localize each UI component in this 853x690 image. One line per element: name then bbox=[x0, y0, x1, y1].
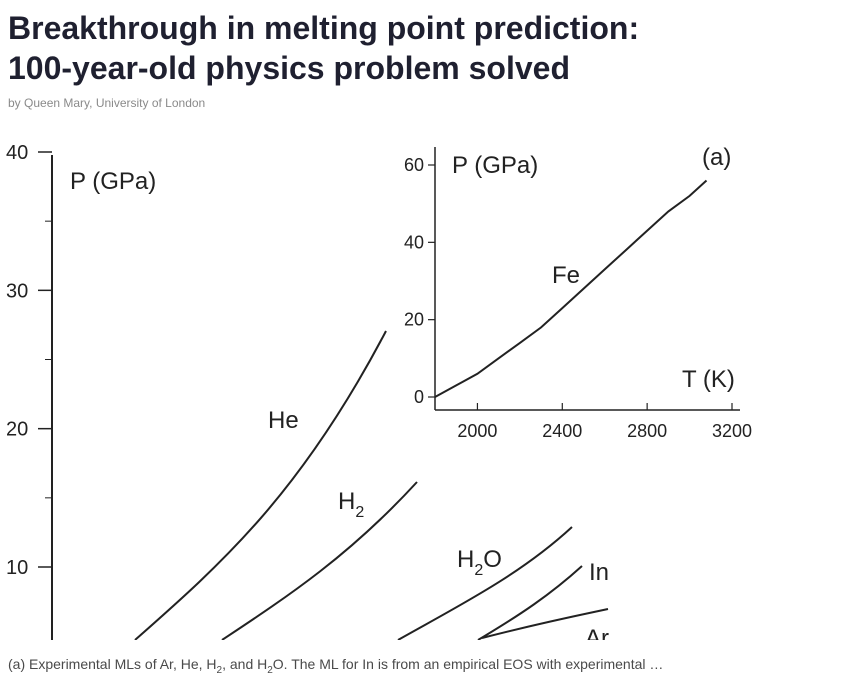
inset-x-ticks: 2000 2400 2800 3200 bbox=[457, 403, 752, 441]
main-y-axis-title: P (GPa) bbox=[70, 168, 156, 195]
inset-x-tick-label: 3200 bbox=[712, 421, 752, 441]
curve-label-in: In bbox=[589, 559, 609, 586]
curve-label-h2: H2 bbox=[338, 488, 364, 521]
inset-fe-chart: 0 20 40 60 2000 2400 2800 3200 P (GPa) (a) T (… bbox=[404, 144, 752, 441]
article-headline: Breakthrough in melting point prediction… bbox=[8, 8, 838, 88]
main-y-tick-label: 10 bbox=[6, 557, 28, 579]
inset-y-tick-label: 40 bbox=[404, 232, 424, 252]
inset-y-ticks: 0 20 40 60 bbox=[404, 155, 435, 407]
inset-x-tick-label: 2000 bbox=[457, 421, 497, 441]
curve-fe bbox=[434, 179, 708, 398]
inset-y-tick-label: 20 bbox=[404, 310, 424, 330]
figure-caption: (a) Experimental MLs of Ar, He, H2, and … bbox=[8, 656, 664, 676]
inset-x-axis-title: T (K) bbox=[682, 366, 735, 393]
inset-x-tick-label: 2400 bbox=[542, 421, 582, 441]
curve-h2o bbox=[397, 526, 573, 640]
curve-in bbox=[477, 565, 583, 640]
curve-label-he: He bbox=[268, 407, 299, 434]
main-y-tick-label: 30 bbox=[6, 280, 28, 302]
curve-label-h2o: H2O bbox=[457, 546, 502, 579]
article-figure[interactable]: 10 20 30 40 P (GPa) He H2 H2O In Ar 0 20 40 60… bbox=[0, 135, 853, 640]
curve-label-fe: Fe bbox=[552, 262, 580, 289]
headline-line-1: Breakthrough in melting point prediction… bbox=[8, 10, 640, 46]
curve-label-ar: Ar bbox=[585, 625, 609, 640]
inset-y-axis-title: P (GPa) bbox=[452, 152, 538, 179]
inset-y-tick-label: 0 bbox=[414, 387, 424, 407]
melting-line-chart: 10 20 30 40 P (GPa) He H2 H2O In Ar 0 20 40 60… bbox=[6, 142, 752, 640]
main-y-tick-label: 20 bbox=[6, 419, 28, 441]
inset-x-tick-label: 2800 bbox=[627, 421, 667, 441]
main-y-ticks: 10 20 30 40 bbox=[6, 142, 52, 579]
inset-panel-label: (a) bbox=[702, 144, 731, 171]
main-y-tick-label: 40 bbox=[6, 142, 28, 164]
curve-ar bbox=[481, 608, 609, 639]
inset-y-tick-label: 60 bbox=[404, 155, 424, 175]
curve-h2 bbox=[221, 481, 418, 640]
curve-he bbox=[134, 330, 387, 640]
article-byline[interactable]: by Queen Mary, University of London bbox=[8, 96, 206, 110]
headline-line-2: 100-year-old physics problem solved bbox=[8, 50, 570, 86]
